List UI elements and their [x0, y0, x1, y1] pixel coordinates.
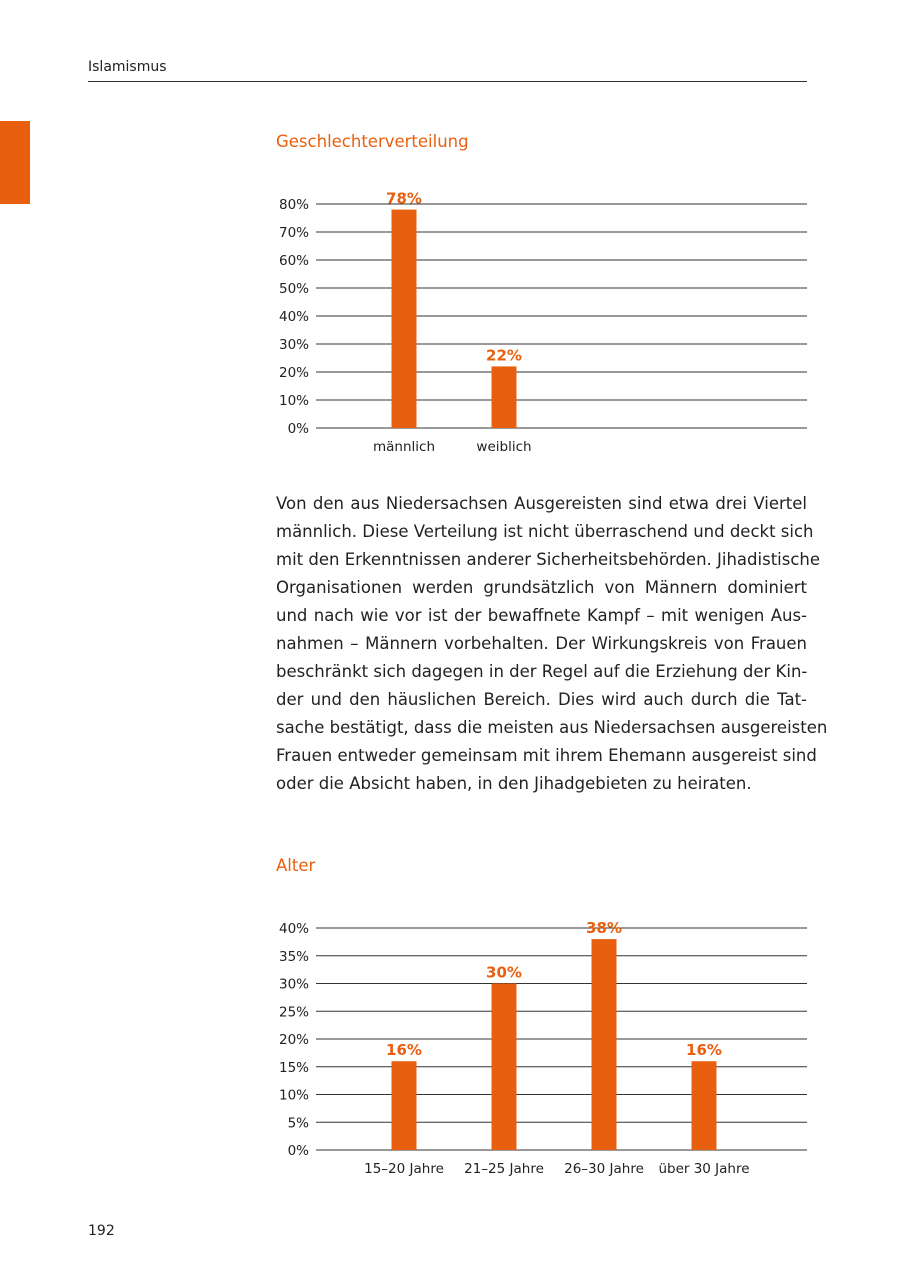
category-label: 26–30 Jahre — [564, 1161, 644, 1177]
y-tick-label: 0% — [288, 1143, 310, 1159]
category-label: männlich — [373, 439, 435, 455]
y-tick-label: 20% — [279, 1032, 309, 1048]
paragraph-line: sache bestätigt, dass die meisten aus Ni… — [276, 718, 828, 737]
running-head: Islamismus — [88, 59, 167, 75]
y-tick-label: 30% — [279, 337, 309, 353]
bar-1 — [391, 1061, 417, 1150]
y-tick-label: 5% — [288, 1115, 310, 1131]
chart-age: 0% 5% 10% 15% 20% 25% 30% 35% 40% 16% 15–20 Jahre 3… — [279, 919, 807, 1177]
header-rule — [88, 81, 807, 82]
data-label: 22% — [486, 346, 522, 364]
paragraph-line: und nach wie vor ist der bewaffnete Kamp… — [276, 606, 807, 625]
body-paragraph: Von den aus Niedersachsen Ausgereisten s… — [276, 490, 828, 798]
y-tick-label: 0% — [288, 421, 310, 437]
y-tick-label: 50% — [279, 281, 309, 297]
y-tick-label: 30% — [279, 977, 309, 993]
paragraph-line: nahmen – Männern vorbehalten. Der Wirkun… — [276, 634, 807, 653]
paragraph-line: oder die Absicht haben, in den Jihadgebi… — [276, 774, 752, 793]
category-label: über 30 Jahre — [658, 1161, 749, 1177]
paragraph-line: beschränkt sich dagegen in der Regel auf… — [276, 662, 808, 681]
data-label: 78% — [386, 190, 422, 208]
paragraph-line: Organisationen werden grundsätzlich von … — [276, 578, 807, 597]
paragraph-line: Von den aus Niedersachsen Ausgereisten s… — [276, 494, 807, 513]
data-label: 30% — [486, 964, 522, 982]
chart-gender: 0% 10% 20% 30% 40% 50% 60% 70% 80% 78% männlich 22%… — [279, 190, 807, 455]
y-tick-label: 40% — [279, 921, 309, 937]
data-label: 16% — [386, 1041, 422, 1059]
y-tick-label: 25% — [279, 1004, 309, 1020]
bar-4 — [691, 1061, 717, 1150]
bar-2 — [491, 366, 517, 428]
paragraph-line: männlich. Diese Verteilung ist nicht übe… — [276, 522, 814, 541]
chart-title-gender: Geschlechterverteilung — [276, 132, 469, 151]
y-tick-label: 20% — [279, 365, 309, 381]
category-label: weiblich — [476, 439, 531, 455]
y-tick-label: 40% — [279, 309, 309, 325]
data-label: 16% — [686, 1041, 722, 1059]
y-tick-label: 60% — [279, 253, 309, 269]
y-tick-label: 35% — [279, 949, 309, 965]
y-tick-label: 10% — [279, 1088, 309, 1104]
bar-3 — [591, 939, 617, 1150]
bar-1 — [391, 209, 417, 428]
y-tick-label: 80% — [279, 197, 309, 213]
chart-title-age: Alter — [276, 856, 316, 875]
paragraph-line: Frauen entweder gemeinsam mit ihrem Ehem… — [276, 746, 817, 765]
paragraph-line: mit den Erkenntnissen anderer Sicherheit… — [276, 550, 821, 569]
paragraph-line: der und den häuslichen Bereich. Dies wir… — [276, 690, 807, 709]
category-label: 15–20 Jahre — [364, 1161, 444, 1177]
page-number: 192 — [88, 1223, 115, 1239]
chapter-tab-marker — [0, 121, 30, 204]
data-label: 38% — [586, 919, 622, 937]
y-tick-label: 70% — [279, 225, 309, 241]
y-tick-label: 15% — [279, 1060, 309, 1076]
bar-2 — [491, 983, 517, 1150]
category-label: 21–25 Jahre — [464, 1161, 544, 1177]
y-tick-label: 10% — [279, 393, 309, 409]
